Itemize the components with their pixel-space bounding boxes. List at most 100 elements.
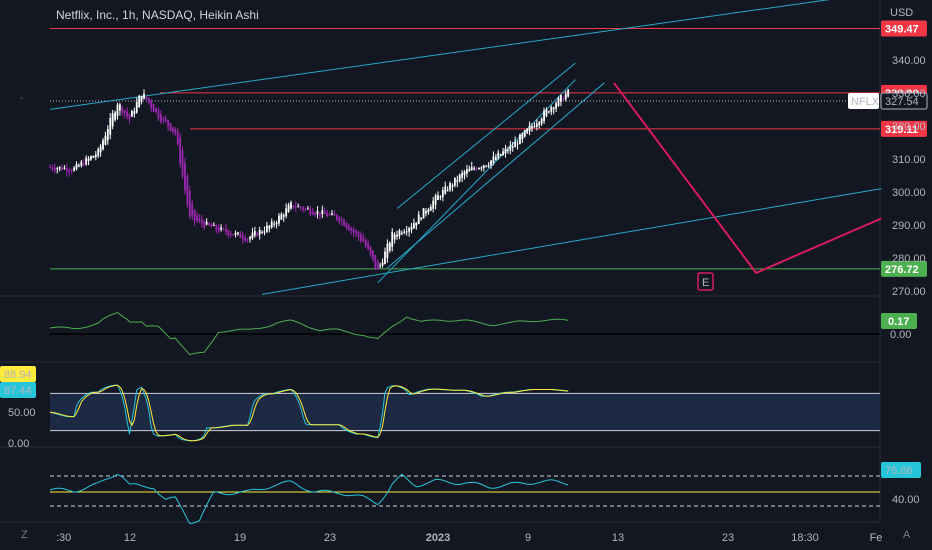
candle-body (241, 235, 244, 240)
candle-body (118, 104, 121, 111)
candle-body (229, 233, 232, 236)
candle-body (102, 140, 104, 150)
channel-lower (377, 79, 576, 284)
stoch-tick: 50.00 (8, 407, 36, 419)
candle-body (564, 94, 567, 100)
projection-path[interactable]: E (613, 82, 882, 291)
candle-body (244, 237, 247, 241)
candle-body (379, 265, 382, 267)
candle-body (94, 154, 97, 157)
cci-line (49, 473, 569, 525)
price-axis[interactable]: 270.00 280.00 290.00 300.00 310.00 320.00 330.… (892, 55, 926, 298)
candle-body (478, 168, 480, 170)
price-tick: 270.00 (892, 286, 926, 298)
candle-body (53, 168, 56, 171)
level-label: 319.11 (885, 124, 918, 136)
candle-body (172, 127, 174, 132)
candle-body (285, 208, 288, 217)
candle-body (87, 158, 90, 162)
auto-scale-icon[interactable]: A (903, 529, 911, 541)
projection-line (613, 82, 882, 275)
candle-body (58, 166, 61, 169)
candle-body (106, 129, 109, 141)
symbol-tag (848, 92, 879, 109)
candle-body (547, 111, 550, 113)
candle-body (526, 128, 529, 134)
candle-body (227, 230, 230, 236)
candle-body (509, 145, 512, 151)
price-tick: 310.00 (892, 154, 926, 166)
candle-body (162, 118, 165, 120)
candle-body (63, 167, 66, 169)
candle-body (540, 118, 543, 124)
candle-body (193, 209, 196, 221)
candle-body (497, 152, 500, 159)
candle-body (516, 143, 519, 145)
time-axis[interactable]: :30 12 19 23 2023 9 13 23 18:30 Fe (56, 532, 882, 544)
candle-body (357, 232, 360, 238)
stoch-tick: 0.00 (8, 438, 29, 450)
price-tick: 320.00 (892, 121, 926, 133)
candle-body (111, 113, 114, 127)
candle-body (145, 96, 148, 100)
candle-body (292, 205, 295, 208)
circle-icon[interactable]: ◦ (20, 93, 24, 103)
stoch-value: 87.44 (4, 385, 32, 397)
candle-body (278, 215, 280, 224)
candle-body (49, 167, 51, 169)
osc-zero-label: 0.00 (890, 329, 911, 341)
stoch-k-line (49, 384, 569, 442)
candle-body (444, 186, 447, 194)
candle-body (555, 103, 557, 109)
time-tick: 19 (234, 532, 246, 544)
candle-body (68, 169, 71, 172)
time-tick: 13 (612, 532, 624, 544)
candle-body (355, 230, 357, 234)
candle-body (321, 210, 324, 215)
candle-body (234, 232, 237, 235)
stoch-fill (50, 393, 880, 431)
candle-body (461, 172, 464, 178)
candle-body (420, 217, 423, 220)
candle-body (184, 163, 186, 191)
time-tick: 9 (525, 532, 531, 544)
candle-body (85, 157, 88, 165)
cci-value-tag (881, 462, 921, 478)
candle-body (150, 100, 153, 109)
candle-body (494, 157, 497, 160)
candle-body (314, 213, 316, 215)
candle-body (552, 107, 555, 110)
candle-body (188, 190, 191, 217)
candle-body (198, 218, 201, 221)
candle-body (222, 228, 225, 230)
price-tick: 300.00 (892, 187, 926, 199)
candle-body (75, 163, 78, 170)
candle-body (331, 213, 333, 215)
candle-body (266, 225, 268, 232)
level-tag (881, 20, 927, 37)
candle-body (217, 227, 220, 232)
candle-body (97, 148, 100, 156)
candle-body (133, 111, 136, 114)
candle-body (492, 156, 495, 164)
time-tick: 18:30 (791, 532, 819, 544)
last-price-tag (880, 92, 928, 110)
candle-body (384, 251, 386, 264)
zoom-icon[interactable]: Z (21, 529, 28, 541)
candle-body (191, 203, 194, 216)
candle-body (123, 110, 126, 114)
candle-body (290, 202, 292, 209)
candle-body (256, 233, 259, 236)
candle-body (470, 167, 473, 171)
trend-lines[interactable] (49, 0, 882, 295)
candle-body (196, 215, 198, 221)
stoch-d-line (49, 384, 569, 442)
horizontal-levels[interactable]: 349.47 330.00 319.11 276.72 NFLX 327.54 (50, 20, 928, 277)
stoch-value-tag (0, 366, 36, 382)
candle-body (73, 167, 75, 171)
candle-body (429, 206, 432, 211)
candle-body (364, 239, 367, 247)
candle-body (502, 151, 504, 155)
candle-body (456, 180, 459, 182)
